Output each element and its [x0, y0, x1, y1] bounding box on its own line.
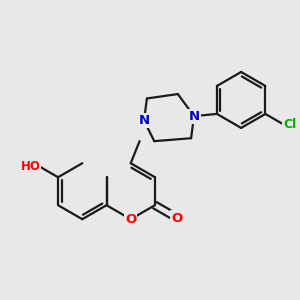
Text: N: N — [138, 114, 149, 127]
Text: O: O — [172, 212, 183, 224]
Text: HO: HO — [21, 160, 40, 173]
Text: O: O — [125, 213, 136, 226]
Text: N: N — [188, 110, 200, 123]
Text: Cl: Cl — [283, 118, 296, 131]
